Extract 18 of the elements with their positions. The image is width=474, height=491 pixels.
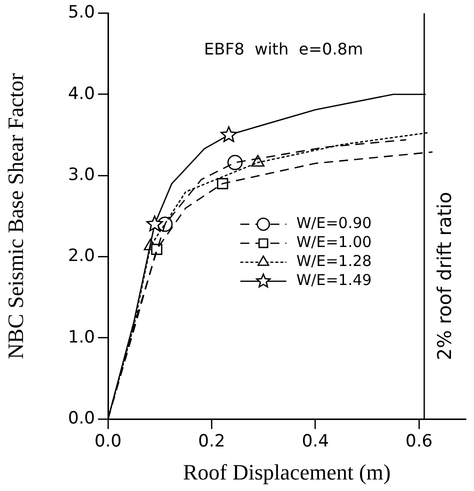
y-tick-label: 4.0 [68, 84, 95, 104]
x-tick-label: 0.0 [94, 432, 122, 452]
y-tick-label: 3.0 [68, 164, 95, 185]
x-axis-title: Roof Displacement (m) [182, 460, 391, 485]
x-tick-label: 0.2 [198, 432, 226, 452]
y-axis-title: NBC Seismic Base Shear Factor [2, 72, 28, 360]
x-tick-label: 0.6 [406, 432, 433, 452]
legend-label: W/E=1.28 [296, 252, 372, 270]
y-tick-label: 0.0 [68, 408, 95, 428]
ref-line-label: 2% roof drift ratio [434, 192, 456, 360]
y-tick-label: 1.0 [68, 327, 95, 348]
x-tick-label: 0.4 [302, 432, 329, 452]
legend-label: W/E=1.49 [296, 271, 372, 290]
y-tick-label: 2.0 [68, 246, 95, 266]
text: EBF8 with e=0.8m [204, 39, 364, 58]
legend-label: W/E=1.00 [296, 233, 372, 252]
legend-label: W/E=0.90 [296, 214, 372, 232]
y-tick-label: 5.0 [68, 2, 95, 23]
